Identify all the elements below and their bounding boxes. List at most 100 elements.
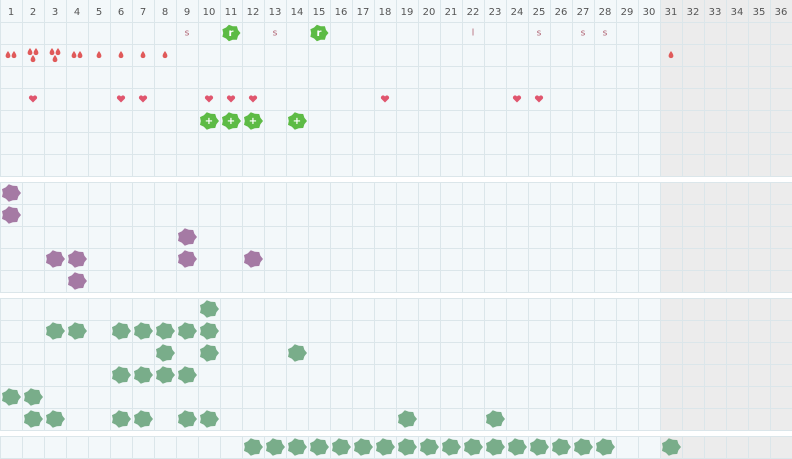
entry — [140, 51, 146, 59]
plus: + — [293, 116, 301, 127]
entry — [442, 438, 461, 456]
entry — [204, 95, 214, 103]
blob — [134, 410, 153, 428]
entry — [2, 206, 21, 224]
entry — [200, 410, 219, 428]
day-label: 14 — [291, 7, 304, 18]
blob — [46, 322, 65, 340]
entry — [178, 366, 197, 384]
day-label: 31 — [665, 7, 678, 18]
entry: s — [581, 29, 586, 39]
entry: s — [537, 29, 542, 39]
blob — [486, 410, 505, 428]
drop — [27, 48, 33, 56]
badge-letter: r — [229, 28, 234, 39]
entry — [112, 366, 131, 384]
heart — [534, 95, 544, 103]
entry — [46, 410, 65, 428]
heart — [28, 95, 38, 103]
day-label: 6 — [118, 7, 124, 18]
entry: + — [200, 112, 219, 130]
entry — [156, 322, 175, 340]
entry — [512, 95, 522, 103]
blob — [574, 438, 593, 456]
blob — [2, 388, 21, 406]
blob — [310, 24, 329, 42]
entry-letter: s — [185, 29, 190, 39]
entry: s — [185, 29, 190, 39]
blob — [200, 322, 219, 340]
entry — [376, 438, 395, 456]
day-label: 7 — [140, 7, 146, 18]
entry — [486, 438, 505, 456]
drop — [33, 48, 39, 56]
blob — [68, 250, 87, 268]
day-label: 33 — [709, 7, 722, 18]
entry — [71, 51, 83, 59]
blob — [200, 112, 219, 130]
blob — [46, 410, 65, 428]
entry — [112, 322, 131, 340]
entry — [138, 95, 148, 103]
drop — [11, 51, 17, 59]
blob — [156, 322, 175, 340]
blob — [178, 366, 197, 384]
entry — [134, 366, 153, 384]
day-label: 16 — [335, 7, 348, 18]
entry — [668, 51, 674, 59]
entry — [27, 48, 39, 63]
blob — [112, 366, 131, 384]
blob — [24, 410, 43, 428]
entry — [178, 228, 197, 246]
blob — [68, 272, 87, 290]
entry — [112, 410, 131, 428]
blob — [2, 206, 21, 224]
blob — [178, 228, 197, 246]
entry — [134, 410, 153, 428]
entry — [178, 250, 197, 268]
entry — [162, 51, 168, 59]
entry-letter: l — [472, 29, 475, 39]
entry — [288, 438, 307, 456]
entry — [134, 322, 153, 340]
entry — [200, 344, 219, 362]
blob — [464, 438, 483, 456]
entry — [226, 95, 236, 103]
blob — [552, 438, 571, 456]
blob — [266, 438, 285, 456]
entry — [116, 95, 126, 103]
entry — [244, 250, 263, 268]
entry — [178, 322, 197, 340]
entry — [46, 250, 65, 268]
entry — [248, 95, 258, 103]
blob — [68, 322, 87, 340]
entry-letter: s — [273, 29, 278, 39]
heart — [380, 95, 390, 103]
heart — [138, 95, 148, 103]
blob — [244, 438, 263, 456]
blob — [134, 366, 153, 384]
day-label: 5 — [96, 7, 102, 18]
blob — [46, 250, 65, 268]
plus: + — [227, 116, 235, 127]
blob — [200, 410, 219, 428]
entry: r — [310, 24, 329, 42]
entry — [288, 344, 307, 362]
day-label: 3 — [52, 7, 58, 18]
blob — [178, 250, 197, 268]
day-label: 30 — [643, 7, 656, 18]
day-label: 24 — [511, 7, 524, 18]
day-label: 28 — [599, 7, 612, 18]
entry — [464, 438, 483, 456]
drop — [5, 51, 11, 59]
blob — [442, 438, 461, 456]
day-label: 21 — [445, 7, 458, 18]
day-label: 17 — [357, 7, 370, 18]
entry — [49, 48, 61, 63]
entry — [156, 366, 175, 384]
entry: + — [288, 112, 307, 130]
entry — [486, 410, 505, 428]
blob — [310, 438, 329, 456]
entry — [68, 250, 87, 268]
